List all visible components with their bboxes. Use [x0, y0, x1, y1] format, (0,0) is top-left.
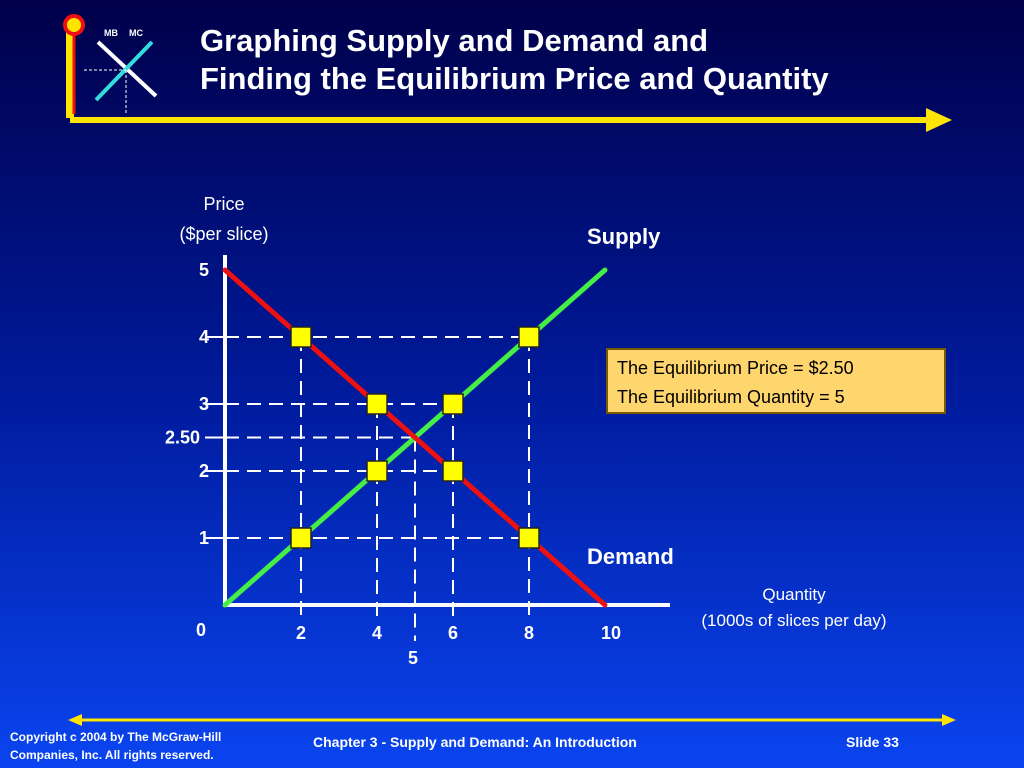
copyright: Copyright c 2004 by The McGraw-Hill Comp… — [10, 728, 221, 764]
footer-rule-left-arrowhead — [68, 714, 82, 726]
origin-label: 0 — [196, 620, 206, 640]
logo-mc-label: MC — [129, 28, 143, 38]
data-marker-5 — [442, 460, 464, 482]
slide-number: Slide 33 — [846, 734, 899, 750]
logo-mc-line — [94, 40, 154, 102]
legend-supply: Supply — [587, 224, 661, 249]
equilibrium-quantity-text: The Equilibrium Quantity = 5 — [617, 387, 845, 407]
logo-mb-label: MB — [104, 28, 118, 38]
x-axis-label-line-1: Quantity — [762, 585, 826, 604]
data-marker-2 — [366, 393, 388, 415]
data-marker-6 — [290, 527, 312, 549]
y-tick-label-3: 3 — [199, 394, 209, 414]
y-axis-label-line-2: ($per slice) — [179, 224, 268, 244]
y-tick-label-1: 1 — [199, 528, 209, 548]
series-line-demand — [222, 267, 608, 608]
y-tick-label-2: 2 — [199, 461, 209, 481]
y-axis-label-line-1: Price — [203, 194, 244, 214]
axis-labels: Price ($per slice) Quantity (1000s of sl… — [165, 194, 887, 668]
y-tick-label-4: 4 — [199, 327, 209, 347]
x-tick-label-10: 10 — [601, 623, 621, 643]
data-marker-0 — [290, 326, 312, 348]
legend-demand: Demand — [587, 544, 674, 569]
x-tick-label-2: 2 — [296, 623, 306, 643]
equilibrium-quantity-tick-label: 5 — [408, 648, 418, 668]
copyright-line-1: Copyright c 2004 by The McGraw-Hill — [10, 730, 222, 744]
equilibrium-callout: The Equilibrium Price = $2.50 The Equili… — [606, 348, 946, 414]
x-tick-label-4: 4 — [372, 623, 382, 643]
logo-circle — [63, 14, 85, 36]
y-tick-label-5: 5 — [199, 260, 209, 280]
mb-mc-logo: MB MC — [63, 14, 158, 118]
title-underline-arrowhead — [926, 108, 952, 132]
x-axis-label-line-2: (1000s of slices per day) — [701, 611, 886, 630]
data-markers — [290, 326, 540, 549]
guide-lines — [205, 336, 530, 641]
equilibrium-price-text: The Equilibrium Price = $2.50 — [617, 358, 854, 378]
title-line-2: Finding the Equilibrium Price and Quanti… — [200, 61, 829, 96]
data-marker-4 — [366, 460, 388, 482]
series-lines — [222, 267, 608, 608]
data-marker-3 — [442, 393, 464, 415]
copyright-line-2: Companies, Inc. All rights reserved. — [10, 748, 214, 762]
footer-rule-right-arrowhead — [942, 714, 956, 726]
x-tick-label-6: 6 — [448, 623, 458, 643]
data-marker-7 — [518, 527, 540, 549]
title-line-1: Graphing Supply and Demand and — [200, 23, 709, 58]
slide-title: Graphing Supply and Demand and Finding t… — [200, 22, 829, 98]
data-marker-1 — [518, 326, 540, 348]
chapter-title: Chapter 3 - Supply and Demand: An Introd… — [313, 734, 637, 750]
equilibrium-price-tick-label: 2.50 — [165, 428, 200, 448]
x-tick-label-8: 8 — [524, 623, 534, 643]
axes — [223, 255, 670, 607]
tick-labels: 1 2 3 4 5 2 4 6 8 10 — [199, 260, 621, 643]
